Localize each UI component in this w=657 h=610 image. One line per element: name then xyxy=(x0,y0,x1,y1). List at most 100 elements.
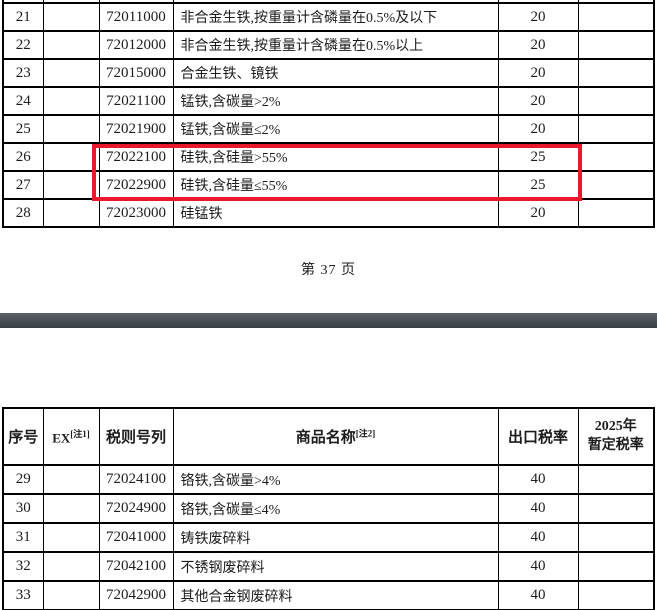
cell-ex xyxy=(42,58,100,88)
header-temp-line2: 暂定税率 xyxy=(587,437,644,453)
cell-seq: 30 xyxy=(2,493,44,524)
cell-rate: 40 xyxy=(497,580,579,610)
cell-name: 硅铁,含硅量>55% xyxy=(172,142,499,172)
cell-code: 72024900 xyxy=(98,493,174,524)
cell-seq: 29 xyxy=(2,464,44,495)
table-row: 27 72022900 硅铁,含硅量≤55% 25 xyxy=(2,170,655,200)
cell-rate: 25 xyxy=(497,142,579,172)
page-break-divider xyxy=(0,313,657,328)
cell-rate: 20 xyxy=(497,30,579,60)
header-temp-line1: 2025年 xyxy=(594,418,637,434)
cell-temp xyxy=(577,551,655,582)
cell-temp xyxy=(577,580,655,610)
cell-name: 铬铁,含碳量≤4% xyxy=(172,493,499,524)
cell-ex xyxy=(42,464,100,495)
cell-code: 72042100 xyxy=(98,551,174,582)
header-rate: 出口税率 xyxy=(497,407,579,466)
cell-name: 非合金生铁,按重量计含磷量在0.5%以上 xyxy=(172,30,499,60)
cell-temp xyxy=(577,464,655,495)
header-ex: EX[注1] xyxy=(42,407,100,466)
table-row: 26 72022100 硅铁,含硅量>55% 25 xyxy=(2,142,655,172)
cell-code: 72022100 xyxy=(98,142,174,172)
header-name-note: [注2] xyxy=(355,428,376,439)
cell-temp xyxy=(577,142,655,172)
cell-name: 其他合金钢废碎料 xyxy=(172,580,499,610)
cell-temp xyxy=(577,30,655,60)
cell-rate: 20 xyxy=(497,2,579,32)
cell-ex xyxy=(42,114,100,144)
cell-rate: 40 xyxy=(497,551,579,582)
header-code-label: 税则号列 xyxy=(105,430,166,446)
cell-code: 72012000 xyxy=(98,30,174,60)
table-row: 33 72042900 其他合金钢废碎料 40 xyxy=(2,580,655,610)
cell-temp xyxy=(577,198,655,228)
cell-temp xyxy=(577,86,655,116)
cell-code: 72022900 xyxy=(98,170,174,200)
cell-name: 锰铁,含碳量≤2% xyxy=(172,114,499,144)
cell-ex xyxy=(42,2,100,32)
cell-name: 非合金生铁,按重量计含磷量在0.5%及以下 xyxy=(172,2,499,32)
cell-temp xyxy=(577,114,655,144)
cell-seq: 32 xyxy=(2,551,44,582)
table-row: 22 72012000 非合金生铁,按重量计含磷量在0.5%以上 20 xyxy=(2,30,655,60)
cell-code: 72024100 xyxy=(98,464,174,495)
cell-temp xyxy=(577,0,655,4)
table-header-row: 序号 EX[注1] 税则号列 商品名称[注2] 出口税率 2025年 暂定税率 xyxy=(2,407,655,466)
cell-rate: 25 xyxy=(497,170,579,200)
header-name-label: 商品名称 xyxy=(295,430,356,446)
cell-seq: 22 xyxy=(2,30,44,60)
cell-temp xyxy=(577,2,655,32)
cell-rate: 20 xyxy=(497,58,579,88)
cell-ex xyxy=(42,522,100,553)
cell-seq: 24 xyxy=(2,86,44,116)
cell-temp xyxy=(577,170,655,200)
cell-rate: 40 xyxy=(497,522,579,553)
cell-code: 72042900 xyxy=(98,580,174,610)
cell-temp xyxy=(577,493,655,524)
cell-name: 硅铁,含硅量≤55% xyxy=(172,170,499,200)
cell-name: 铬铁,含碳量>4% xyxy=(172,464,499,495)
cell-name: 不锈钢废碎料 xyxy=(172,551,499,582)
cell-ex xyxy=(42,551,100,582)
cell-seq: 23 xyxy=(2,58,44,88)
cell-temp xyxy=(577,522,655,553)
cell-seq: 33 xyxy=(2,580,44,610)
page-number-label: 第 37 页 xyxy=(301,263,356,278)
table-row: 30 72024900 铬铁,含碳量≤4% 40 xyxy=(2,493,655,524)
tariff-table-bottom: 序号 EX[注1] 税则号列 商品名称[注2] 出口税率 2025年 暂定税率 … xyxy=(2,407,655,610)
cell-seq: 25 xyxy=(2,114,44,144)
cell-rate: 40 xyxy=(497,464,579,495)
cell-seq: 27 xyxy=(2,170,44,200)
tariff-table-top: 21 72011000 非合金生铁,按重量计含磷量在0.5%及以下 20 22 72012… xyxy=(2,0,655,228)
cell-name: 合金生铁、镜铁 xyxy=(172,58,499,88)
cell-ex xyxy=(42,142,100,172)
cell-ex xyxy=(42,86,100,116)
header-code: 税则号列 xyxy=(98,407,174,466)
cell-code: 72023000 xyxy=(98,198,174,228)
clipped-row xyxy=(2,0,655,4)
cell-ex xyxy=(42,493,100,524)
header-name: 商品名称[注2] xyxy=(172,407,499,466)
cell-ex xyxy=(42,30,100,60)
cell-name: 铸铁废碎料 xyxy=(172,522,499,553)
header-ex-label: EX xyxy=(52,430,71,446)
cell-ex xyxy=(42,580,100,610)
cell-rate: 20 xyxy=(497,198,579,228)
cell-seq: 21 xyxy=(2,2,44,32)
header-rate-label: 出口税率 xyxy=(507,430,568,446)
header-temp: 2025年 暂定税率 xyxy=(577,407,655,466)
cell-name: 锰铁,含碳量>2% xyxy=(172,86,499,116)
cell-rate: 40 xyxy=(497,493,579,524)
table-row: 28 72023000 硅锰铁 20 xyxy=(2,198,655,228)
header-seq: 序号 xyxy=(2,407,44,466)
table-row: 29 72024100 铬铁,含碳量>4% 40 xyxy=(2,464,655,495)
header-ex-note: [注1] xyxy=(70,428,90,439)
cell-temp xyxy=(577,58,655,88)
table-row: 21 72011000 非合金生铁,按重量计含磷量在0.5%及以下 20 xyxy=(2,2,655,32)
cell-code: 72021100 xyxy=(98,86,174,116)
table-row: 24 72021100 锰铁,含碳量>2% 20 xyxy=(2,86,655,116)
cell-rate: 20 xyxy=(497,86,579,116)
cell-code: 72041000 xyxy=(98,522,174,553)
cell-code: 72015000 xyxy=(98,58,174,88)
